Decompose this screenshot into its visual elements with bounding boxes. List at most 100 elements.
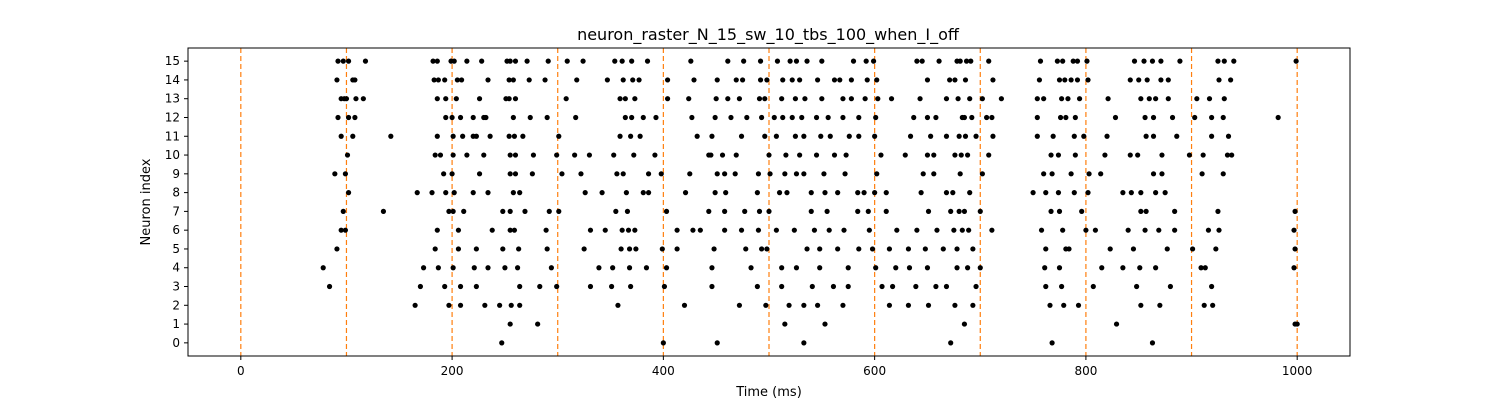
- spike-point: [902, 152, 908, 158]
- spike-point: [792, 96, 799, 102]
- spike-point: [450, 265, 456, 271]
- spike-point: [764, 77, 770, 83]
- x-tick-label: 600: [863, 364, 886, 378]
- spike-point: [856, 114, 862, 121]
- spike-point: [485, 77, 491, 83]
- spike-point: [461, 208, 467, 214]
- spike-point: [663, 208, 670, 214]
- spike-point: [507, 227, 513, 233]
- spike-point: [959, 227, 965, 233]
- spike-point: [952, 77, 958, 83]
- spike-point: [587, 227, 594, 233]
- spike-point: [1048, 152, 1054, 158]
- spike-point: [1201, 302, 1207, 308]
- spike-point: [748, 265, 754, 271]
- spike-point: [861, 190, 867, 196]
- spike-point: [878, 152, 884, 158]
- spike-point: [1231, 58, 1237, 64]
- spike-point: [966, 227, 972, 233]
- spike-point: [645, 190, 652, 196]
- spike-point: [629, 114, 635, 121]
- spike-point: [1043, 283, 1049, 290]
- spike-point: [446, 208, 452, 214]
- spike-point: [530, 152, 537, 158]
- spike-point: [819, 96, 825, 102]
- spike-point: [554, 152, 560, 158]
- spike-point: [612, 58, 618, 64]
- spike-point: [818, 133, 824, 139]
- spike-point: [1291, 227, 1297, 233]
- spike-point: [948, 208, 954, 214]
- spike-point: [1054, 58, 1060, 64]
- spike-point: [442, 77, 448, 83]
- spike-point: [527, 114, 533, 121]
- spike-point: [613, 208, 619, 214]
- spike-point: [808, 208, 814, 214]
- spike-point: [573, 114, 579, 121]
- spike-point: [343, 96, 350, 102]
- spike-point: [767, 171, 773, 177]
- spike-point: [451, 58, 457, 64]
- spike-point: [1199, 171, 1205, 177]
- spike-point: [874, 171, 880, 177]
- x-tick-label: 400: [652, 364, 675, 378]
- y-tick-label: 12: [165, 110, 180, 124]
- spike-point: [947, 77, 953, 83]
- spike-point: [986, 152, 992, 158]
- spike-point: [640, 190, 646, 196]
- spike-point: [782, 321, 788, 327]
- spike-point: [434, 227, 440, 233]
- spike-point: [624, 208, 631, 214]
- spike-point: [943, 190, 950, 196]
- spike-point: [961, 321, 968, 327]
- spike-point: [572, 152, 578, 158]
- spike-point: [574, 77, 580, 83]
- spike-point: [764, 246, 770, 252]
- spike-point: [1105, 96, 1111, 102]
- spike-point: [344, 152, 351, 158]
- spike-point: [979, 96, 985, 102]
- spike-point: [759, 114, 765, 121]
- spike-point: [933, 114, 939, 121]
- spike-point: [340, 208, 346, 214]
- spike-point: [954, 246, 960, 252]
- spike-point: [952, 302, 958, 308]
- spike-point: [334, 246, 340, 252]
- spike-point: [432, 246, 438, 252]
- spike-point: [826, 227, 832, 233]
- spike-point: [955, 96, 961, 102]
- spike-point: [855, 208, 861, 214]
- spike-point: [507, 58, 513, 64]
- spike-point: [664, 96, 671, 102]
- spike-point: [1065, 96, 1071, 102]
- spike-point: [614, 171, 620, 177]
- spike-point: [845, 265, 851, 271]
- spike-point: [664, 77, 671, 83]
- spike-point: [973, 283, 979, 290]
- spike-point: [352, 114, 358, 121]
- spike-point: [628, 133, 634, 139]
- spike-point: [449, 114, 455, 121]
- spike-point: [874, 77, 880, 83]
- spike-point: [886, 302, 893, 308]
- spike-point: [924, 265, 931, 271]
- spike-point: [1060, 58, 1066, 64]
- y-tick-label: 14: [165, 73, 180, 87]
- spike-point: [754, 283, 760, 290]
- spike-point: [1177, 58, 1183, 64]
- spike-point: [526, 77, 532, 83]
- spike-point: [529, 171, 535, 177]
- spike-point: [615, 302, 621, 308]
- spike-point: [640, 114, 646, 121]
- spike-point: [543, 227, 549, 233]
- spike-point: [1292, 208, 1298, 214]
- spike-point: [1153, 265, 1159, 271]
- spike-point: [1041, 171, 1047, 177]
- spike-point: [1102, 152, 1108, 158]
- spike-point: [913, 283, 919, 290]
- spike-point: [564, 58, 570, 64]
- spike-point: [1098, 171, 1104, 177]
- spike-point: [1047, 302, 1053, 308]
- spike-point: [931, 152, 937, 158]
- spike-point: [691, 77, 697, 83]
